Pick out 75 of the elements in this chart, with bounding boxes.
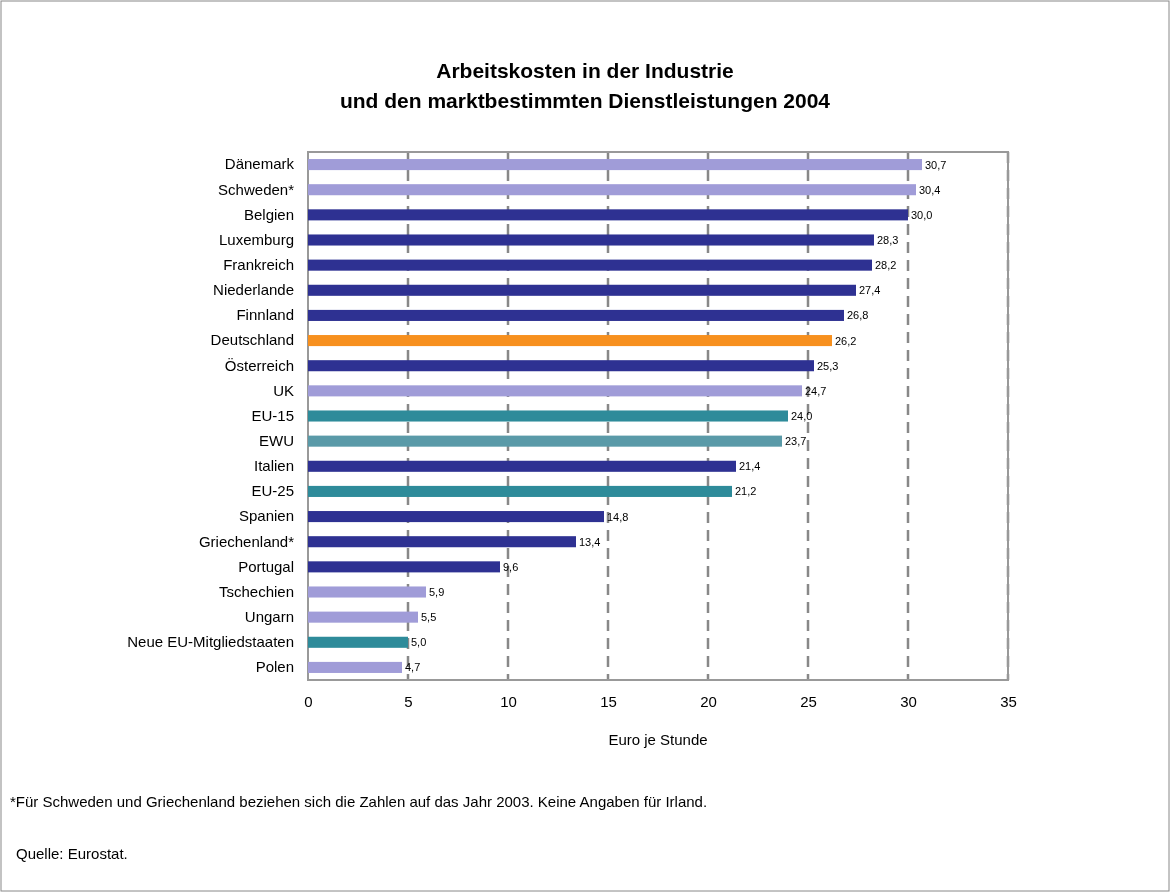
bar xyxy=(308,561,500,573)
data-label: 24,0 xyxy=(791,410,813,422)
bar xyxy=(308,385,802,397)
y-tick-label: Griechenland* xyxy=(198,532,295,550)
y-tick-label: Portugal xyxy=(238,557,294,575)
data-label: 28,2 xyxy=(875,259,897,272)
y-tick-label: Ungarn xyxy=(244,607,294,625)
y-tick-label: Finnland xyxy=(236,306,294,324)
y-tick-label: Österreich xyxy=(224,356,294,374)
data-label: 30,4 xyxy=(919,183,941,196)
x-tick-label: 5 xyxy=(404,692,413,710)
text: *Für Schweden und Griechenland beziehen sich die Zahlen auf das Jahr 2003. Keine Angaben für Irland. xyxy=(10,793,708,810)
bar xyxy=(308,159,922,171)
x-tick-label: 25 xyxy=(800,692,817,710)
y-tick-label: EU-25 xyxy=(251,482,294,500)
bar xyxy=(308,410,788,422)
data-label: 28,3 xyxy=(877,234,899,246)
data-label: 30,0 xyxy=(911,208,933,221)
y-tick-label: Spanien xyxy=(238,507,294,525)
bar xyxy=(308,661,402,673)
bar xyxy=(308,234,874,246)
y-tick-label: Schweden* xyxy=(218,180,295,198)
y-tick-label: UK xyxy=(273,381,294,399)
y-tick-label: Belgien xyxy=(243,205,294,223)
data-label: 21,4 xyxy=(739,460,761,473)
y-tick-label: Frankreich xyxy=(223,255,294,273)
bar xyxy=(308,335,832,347)
data-label: 25,3 xyxy=(817,359,839,372)
x-tick-label: 35 xyxy=(1000,692,1017,710)
chart-title: Arbeitskosten in der Industrie und den marktbestimmten Dienstleistungen 2004 xyxy=(339,59,831,112)
y-tick-label: EU-15 xyxy=(251,406,294,424)
y-tick-label: Luxemburg xyxy=(218,230,294,248)
data-label: 27,4 xyxy=(859,284,881,297)
data-label: 5,9 xyxy=(429,586,445,598)
y-tick-label: Polen xyxy=(255,658,294,676)
bar xyxy=(308,485,732,497)
bar xyxy=(308,460,736,472)
data-label: 23,7 xyxy=(785,435,807,448)
data-label: 26,8 xyxy=(847,309,869,322)
data-label: 30,7 xyxy=(925,158,947,171)
data-label: 5,0 xyxy=(411,636,427,649)
data-label: 9,6 xyxy=(503,560,519,573)
bar xyxy=(308,184,916,196)
bar xyxy=(308,259,872,271)
x-tick-label: 0 xyxy=(304,692,313,710)
bar xyxy=(308,611,418,623)
y-tick-label: Italien xyxy=(253,457,294,475)
bar xyxy=(308,209,908,221)
bar xyxy=(308,360,814,372)
data-label: 24,7 xyxy=(805,384,827,397)
data-label: 14,8 xyxy=(607,510,629,523)
bar xyxy=(308,636,408,648)
y-tick-label: Dänemark xyxy=(224,155,295,173)
bar xyxy=(308,435,782,447)
y-tick-label: Neue EU-Mitgliedstaaten xyxy=(127,633,294,651)
bar xyxy=(308,586,426,598)
x-tick-label: 30 xyxy=(900,692,917,710)
data-label: 21,2 xyxy=(735,485,757,498)
y-tick-label: Deutschland xyxy=(210,331,294,349)
bar xyxy=(308,309,844,321)
data-label: 26,2 xyxy=(835,334,857,347)
x-axis-title: Euro je Stunde xyxy=(608,731,708,748)
data-label: 13,4 xyxy=(579,535,601,548)
bar xyxy=(308,536,576,548)
source-note: Quelle: Eurostat. xyxy=(16,845,128,862)
bar xyxy=(308,284,856,296)
x-tick-label: 20 xyxy=(700,692,717,710)
y-tick-label: EWU xyxy=(259,431,294,449)
x-tick-label: 10 xyxy=(500,692,517,710)
data-label: 5,5 xyxy=(421,611,437,624)
bar xyxy=(308,511,604,523)
x-tick-label: 15 xyxy=(600,692,617,710)
data-label: 4,7 xyxy=(405,661,421,674)
y-tick-label: Niederlande xyxy=(213,281,294,299)
y-tick-label: Tschechien xyxy=(218,582,294,600)
